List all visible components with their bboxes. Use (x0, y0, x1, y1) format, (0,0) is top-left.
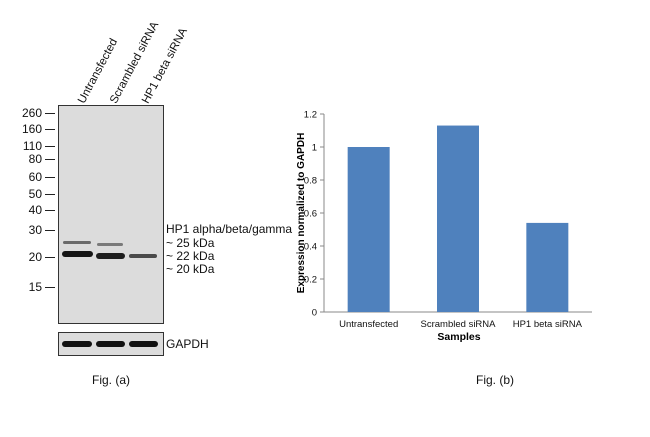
target-label: HP1 alpha/beta/gamma (166, 222, 293, 236)
mw-marker-tick (45, 177, 55, 178)
mw-marker-label: 160 (21, 122, 42, 136)
mw-marker-label: 60 (28, 170, 42, 184)
chart-y-tick-label: 0.4 (304, 242, 317, 253)
mw-marker-tick (45, 257, 55, 258)
band-22kda-lane1 (62, 251, 93, 257)
chart-y-tick-label: 0.2 (304, 275, 317, 286)
chart-y-tick-label: 1 (312, 143, 317, 154)
chart-bar (347, 147, 390, 312)
mw-marker-tick (45, 194, 55, 195)
band-gapdh-lane1 (62, 341, 92, 347)
mw-marker-tick (45, 159, 55, 160)
loading-control-label: GAPDH (166, 337, 209, 351)
mw-marker-label: 50 (28, 187, 42, 201)
mw-marker-tick (45, 146, 55, 147)
chart-x-tick-labels: Untransfected Scrambled siRNA HP1 beta siR… (339, 319, 582, 330)
band-gapdh-lane2 (96, 341, 125, 347)
chart-y-tick-label: 0 (312, 308, 317, 319)
chart-bars (347, 125, 569, 312)
band-20kda-lane3 (129, 254, 157, 258)
mw-marker-label: 260 (21, 106, 42, 120)
chart-y-axis-label: Expression normalized to GAPDH (296, 133, 307, 294)
band-25kda-lane2 (97, 243, 123, 246)
band-25kda-lane1 (63, 241, 91, 244)
chart-x-tick-label: Untransfected (339, 319, 398, 330)
mw-marker-tick (45, 113, 55, 114)
blot-membrane-main (58, 105, 164, 324)
mw-marker-label: 40 (28, 203, 42, 217)
chart-y-tick-label: 1.2 (304, 110, 317, 121)
mw-marker-tick (45, 230, 55, 231)
caption-fig-b: Fig. (b) (476, 373, 515, 387)
caption-fig-a: Fig. (a) (92, 373, 131, 387)
mw-marker-tick (45, 210, 55, 211)
band-gapdh-lane3 (129, 341, 158, 347)
mw-marker-label: 80 (28, 152, 42, 166)
chart-x-tick-label: Scrambled siRNA (421, 319, 497, 330)
mw-marker-label: 15 (28, 280, 42, 294)
band-size-22kda: ~ 22 kDa (166, 249, 215, 263)
mw-marker-label: 20 (28, 250, 42, 264)
chart-y-tick-label: 0.8 (304, 176, 317, 187)
band-22kda-lane2 (96, 253, 125, 259)
chart-y-tick-labels: 0 0.2 0.4 0.6 0.8 1 1.2 (304, 110, 317, 319)
mw-marker-tick (45, 129, 55, 130)
mw-marker-tick (45, 287, 55, 288)
chart-bar (437, 125, 479, 312)
chart-x-tick-label: HP1 beta siRNA (513, 319, 583, 330)
band-size-20kda: ~ 20 kDa (166, 262, 215, 276)
mw-marker-label: 30 (28, 223, 42, 237)
band-size-25kda: ~ 25 kDa (166, 236, 215, 250)
chart-bar (526, 222, 569, 312)
chart-x-axis-label: Samples (437, 331, 480, 343)
chart-y-tick-label: 0.6 (304, 209, 317, 220)
mw-marker-label: 110 (22, 139, 42, 153)
blot-membrane-gapdh (58, 332, 164, 356)
